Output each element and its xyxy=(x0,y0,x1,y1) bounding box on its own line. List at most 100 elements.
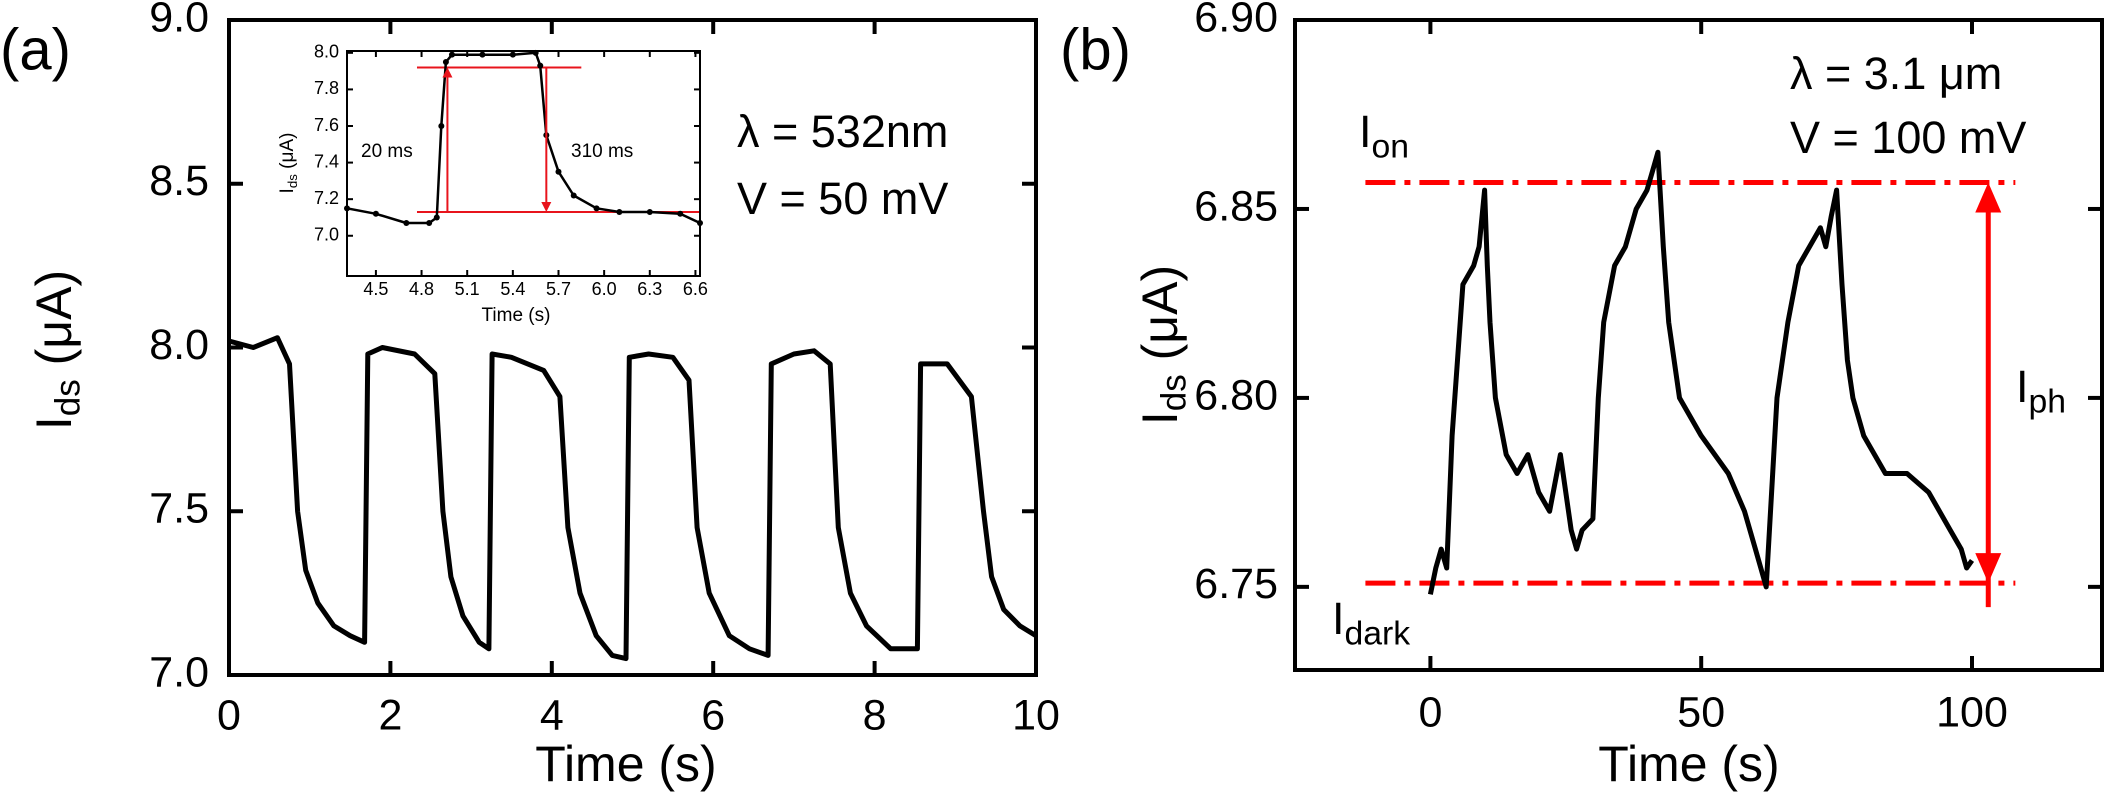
annotation-text: I xyxy=(2016,361,2029,412)
y-axis-label-sub: ds xyxy=(284,174,299,188)
y-tick-label: 8.5 xyxy=(149,157,209,205)
data-point xyxy=(593,205,600,212)
y-axis-label-main: I xyxy=(277,188,298,193)
data-point xyxy=(438,123,445,129)
x-tick-label: 50 xyxy=(1677,688,1725,736)
data-point xyxy=(372,210,379,217)
x-tick-label: 4.5 xyxy=(363,279,388,299)
x-tick-label: 4 xyxy=(540,691,564,739)
y-tick-label: 8.0 xyxy=(314,42,339,62)
panel-label: (b) xyxy=(1060,17,1131,82)
y-tick-label: 6.75 xyxy=(1194,560,1278,608)
y-tick-label: 6.85 xyxy=(1194,182,1278,230)
y-tick-label: 7.0 xyxy=(149,648,209,696)
y-axis-label-sub: ds xyxy=(49,379,88,416)
annotation-sub: dark xyxy=(1345,614,1411,652)
annotation: V = 50 mV xyxy=(737,173,948,224)
data-point xyxy=(646,208,653,215)
data-point xyxy=(537,62,544,69)
x-tick-label: 6.3 xyxy=(637,279,662,299)
annotation: 20 ms xyxy=(361,141,413,162)
data-point xyxy=(555,168,562,175)
annotation-text: V = 50 mV xyxy=(737,173,948,224)
annotation-text: V = 100 mV xyxy=(1790,112,2026,163)
arrow-head xyxy=(541,201,552,212)
x-axis-label: Time (s) xyxy=(482,305,551,326)
x-tick-label: 2 xyxy=(378,691,402,739)
x-tick-label: 10 xyxy=(1012,691,1060,739)
y-axis-label-sub: ds xyxy=(1155,374,1194,411)
data-point xyxy=(479,51,486,58)
data-point xyxy=(442,58,449,65)
x-tick-label: 6.0 xyxy=(592,279,617,299)
x-tick-label: 6 xyxy=(701,691,725,739)
plot-frame xyxy=(1293,18,2104,672)
inset-background xyxy=(347,51,700,276)
y-axis-label-main: I xyxy=(26,416,82,430)
y-tick-label: 6.90 xyxy=(1194,0,1278,41)
annotation: λ = 532nm xyxy=(737,106,948,157)
x-tick-label: 6.6 xyxy=(683,279,708,299)
plot-frame xyxy=(346,50,701,277)
data-point xyxy=(677,210,684,217)
data-point xyxy=(403,219,410,226)
y-axis-label-unit: (μA) xyxy=(26,270,82,379)
x-tick-label: 0 xyxy=(217,691,241,739)
annotation-sub: ph xyxy=(2029,382,2067,420)
y-tick-label: 9.0 xyxy=(149,0,209,41)
x-tick-label: 5.7 xyxy=(546,279,571,299)
y-tick-label: 7.4 xyxy=(314,151,339,171)
x-tick-label: 4.8 xyxy=(409,279,434,299)
x-axis-label: Time (s) xyxy=(1598,736,1779,792)
arrow-head xyxy=(442,67,453,78)
annotation-sub: on xyxy=(1372,127,1410,165)
data-line xyxy=(228,335,1038,662)
panel: 6.75 6.80 6.85 6.90 0 50 100 (b) Time (s) Ids (μA… xyxy=(1060,0,2104,792)
annotation: Iph xyxy=(2016,361,2066,421)
annotation-text: I xyxy=(1332,593,1345,644)
x-tick-label: 100 xyxy=(1936,688,2008,736)
y-tick-label: 7.2 xyxy=(314,188,339,208)
x-tick-label: 8 xyxy=(863,691,887,739)
y-axis-label: Ids (μA) xyxy=(26,270,88,430)
panel-label: (a) xyxy=(0,17,71,82)
y-axis-label-unit: (μA) xyxy=(277,133,298,175)
x-tick-label: 5.4 xyxy=(500,279,525,299)
data-point xyxy=(426,219,433,226)
data-point xyxy=(570,192,577,199)
y-tick-label: 7.5 xyxy=(149,485,209,533)
data-point xyxy=(433,214,440,221)
y-tick-label: 7.8 xyxy=(314,78,339,98)
annotation: Idark xyxy=(1332,593,1410,653)
y-tick-label: 7.6 xyxy=(314,115,339,135)
annotation: 310 ms xyxy=(571,141,633,162)
plot-frame xyxy=(227,18,1038,677)
panel: 7.0 7.5 8.0 8.5 9.0 0 2 4 6 8 10 (a) Time (s) Ids (μA… xyxy=(0,0,1060,792)
data-point xyxy=(448,51,455,58)
x-tick-label: 5.1 xyxy=(455,279,480,299)
annotation: Ion xyxy=(1359,106,1409,166)
y-axis-label: Ids (μA) xyxy=(1132,265,1194,425)
annotation: λ = 3.1 μm xyxy=(1790,48,2002,99)
y-axis-label: Ids (μA) xyxy=(277,133,299,194)
y-axis-label-unit: (μA) xyxy=(1132,265,1188,374)
x-tick-label: 0 xyxy=(1418,688,1442,736)
y-axis-label-main: I xyxy=(1132,411,1188,425)
annotation-text: λ = 3.1 μm xyxy=(1790,48,2002,99)
y-tick-label: 8.0 xyxy=(149,321,209,369)
y-tick-label: 7.0 xyxy=(314,225,339,245)
annotation: V = 100 mV xyxy=(1790,112,2026,163)
data-point xyxy=(509,51,516,58)
annotation-text: I xyxy=(1359,106,1372,157)
y-tick-label: 6.80 xyxy=(1194,371,1278,419)
arrow-head xyxy=(1975,553,2002,584)
panel: 7.0 7.2 7.4 7.6 7.8 8.0 4.5 4.8 5.1 5.4 5.7 6.0 6.3 6… xyxy=(277,42,708,326)
data-point xyxy=(616,208,623,215)
arrow-head xyxy=(1975,182,2002,213)
data-line xyxy=(1427,149,1975,595)
annotation-text: 310 ms xyxy=(571,141,633,162)
x-axis-label: Time (s) xyxy=(535,736,716,792)
annotation-text: λ = 532nm xyxy=(737,106,948,157)
annotation-text: 20 ms xyxy=(361,141,413,162)
